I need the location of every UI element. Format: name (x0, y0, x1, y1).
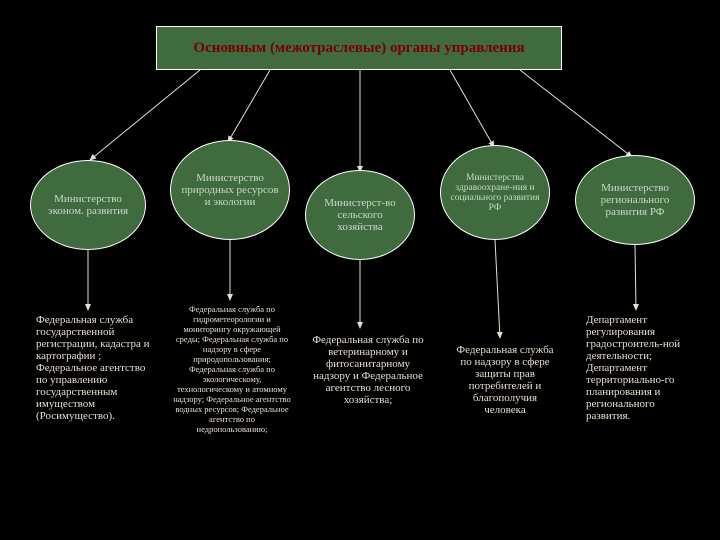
leaf-text: Федеральная служба по надзору в сфере за… (456, 344, 553, 416)
leaf-text: Федеральная служба по ветеринарному и фи… (312, 334, 423, 406)
leaf-node: Федеральная служба государственной регис… (30, 310, 156, 510)
ministry-node: Министерство эконом. развития (30, 160, 146, 250)
ministry-node: Министерство природных ресурсов и эколог… (170, 140, 290, 240)
leaf-node: Департамент регулирования градостроитель… (580, 310, 700, 500)
ministry-node: Министерства здравоохране-ния и социальн… (440, 145, 550, 240)
ministry-label: Министерство эконом. развития (39, 193, 137, 217)
leaf-text: Федеральная служба государственной регис… (36, 314, 150, 422)
root-label: Основным (межотраслевые) органы управлен… (193, 40, 524, 57)
root-node: Основным (межотраслевые) органы управлен… (156, 26, 562, 70)
ministry-label: Министерство природных ресурсов и эколог… (179, 172, 281, 208)
ministry-label: Министерства здравоохране-ния и социальн… (449, 173, 541, 213)
leaf-node: Федеральная служба по гидрометеорологии … (167, 300, 297, 510)
leaf-node: Федеральная служба по надзору в сфере за… (445, 340, 565, 490)
leaf-text: Федеральная служба по гидрометеорологии … (173, 304, 291, 434)
ministry-node: Министерст-во сельского хозяйства (305, 170, 415, 260)
leaf-node: Федеральная служба по ветеринарному и фи… (306, 330, 430, 490)
ministry-label: Министерство регионального развития РФ (584, 182, 686, 218)
leaf-text: Департамент регулирования градостроитель… (586, 314, 680, 422)
ministry-label: Министерст-во сельского хозяйства (314, 197, 406, 233)
ministry-node: Министерство регионального развития РФ (575, 155, 695, 245)
